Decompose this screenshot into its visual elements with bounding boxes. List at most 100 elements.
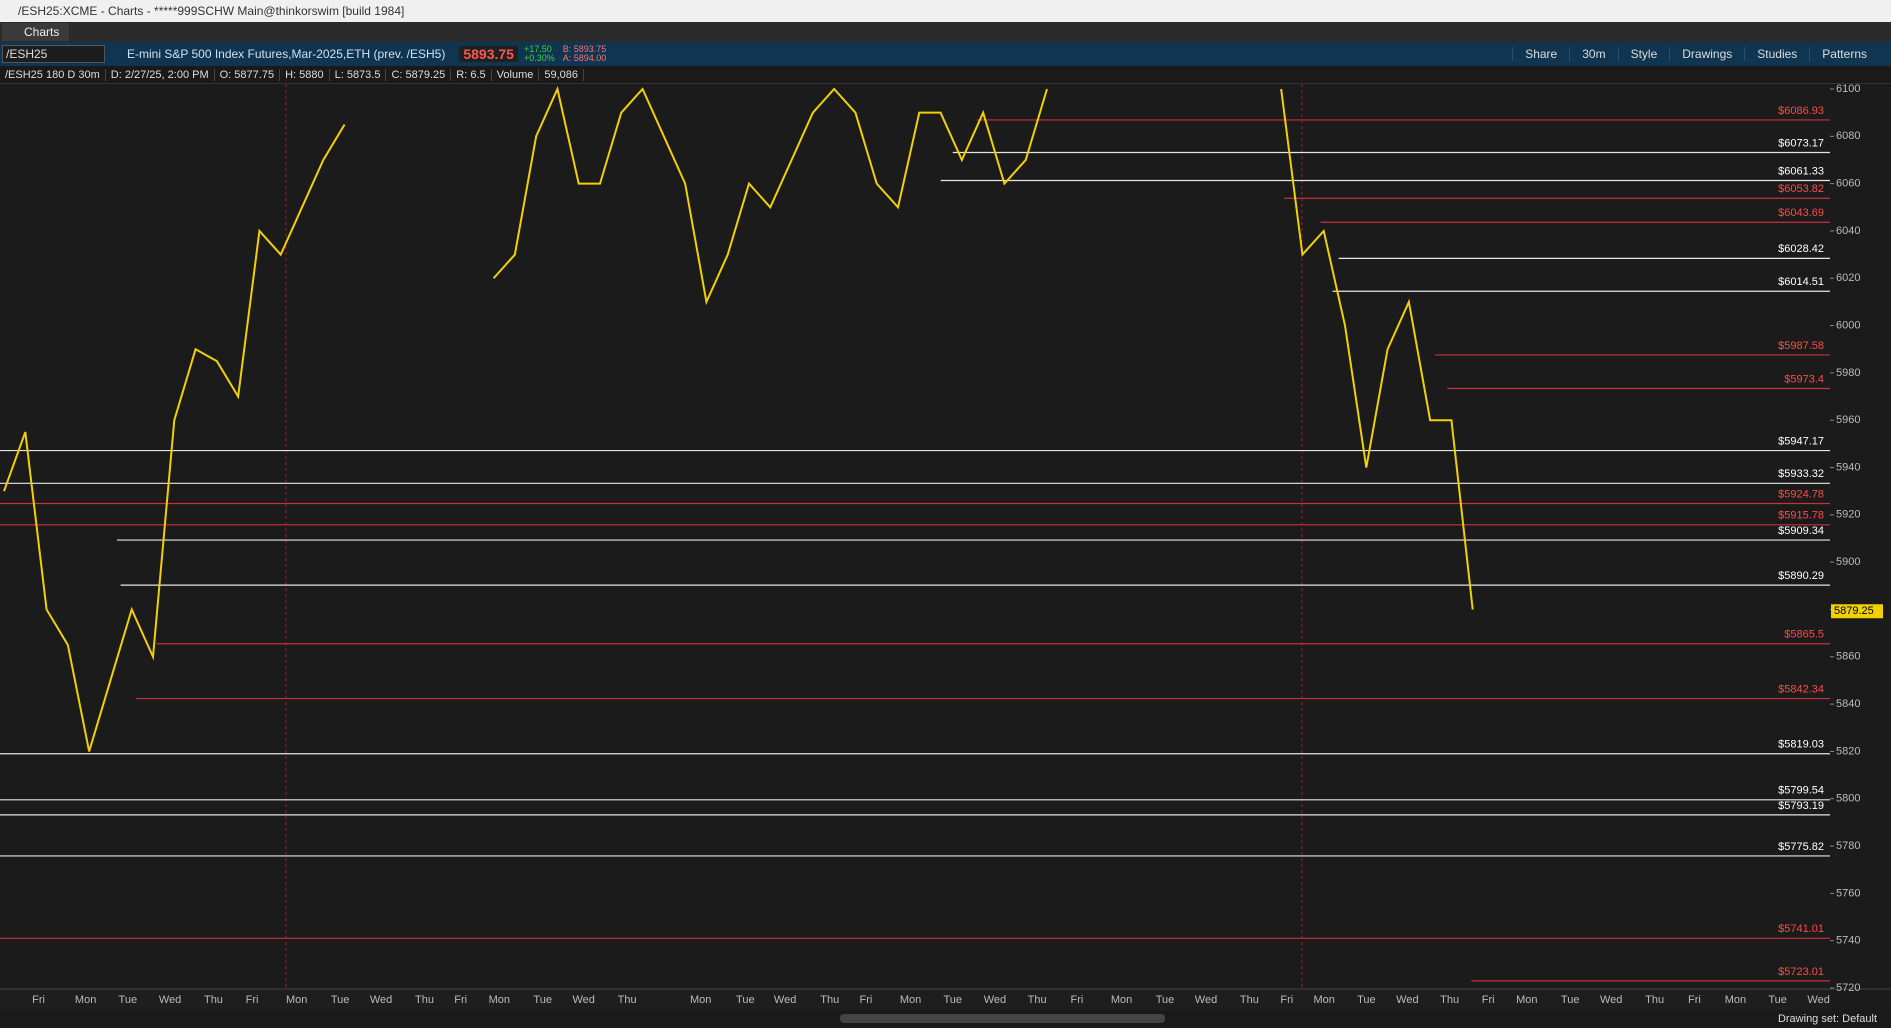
price-level-label: $6028.42 <box>1778 243 1824 255</box>
price-level-label: $5799.54 <box>1778 785 1824 797</box>
y-tick-label: 5920 <box>1836 509 1860 521</box>
y-tick-label: 5740 <box>1836 935 1860 947</box>
x-tick-label: Fri <box>1688 994 1701 1006</box>
y-tick-label: 5800 <box>1836 793 1860 805</box>
toolbar-button[interactable]: Studies <box>1744 47 1809 61</box>
y-tick-label: 5980 <box>1836 367 1860 379</box>
y-tick-label: 6040 <box>1836 225 1860 237</box>
x-tick-label: Wed <box>159 994 181 1006</box>
price-level-label: $6053.82 <box>1778 183 1824 195</box>
x-tick-label: Tue <box>943 994 962 1006</box>
price-line <box>3 123 346 752</box>
y-tick-label: 5860 <box>1836 651 1860 663</box>
price-level-label: $5924.78 <box>1778 488 1824 500</box>
toolbar: /ESH25 E-mini S&P 500 Index Futures,Mar-… <box>0 42 1891 66</box>
x-tick-label: Wed <box>774 994 796 1006</box>
price-level-label: $6073.17 <box>1778 137 1824 149</box>
x-tick-label: Thu <box>415 994 434 1006</box>
last-price: 5893.75 <box>459 46 518 62</box>
price-level-label: $6014.51 <box>1778 276 1824 288</box>
price-level-label: $5741.01 <box>1778 923 1824 935</box>
price-level-label: $5865.5 <box>1784 629 1824 641</box>
price-level-label: $5987.58 <box>1778 340 1824 352</box>
info-field: O: 5877.75 <box>215 68 281 81</box>
x-tick-label: Tue <box>736 994 755 1006</box>
x-tick-label: Tue <box>331 994 350 1006</box>
x-tick-label: Mon <box>690 994 711 1006</box>
toolbar-button[interactable]: Style <box>1617 47 1670 61</box>
toolbar-button[interactable]: 30m <box>1569 47 1617 61</box>
last-price-tag <box>1831 604 1883 619</box>
y-tick-label: 5840 <box>1836 698 1860 710</box>
x-tick-label: Wed <box>1396 994 1418 1006</box>
x-tick-label: Mon <box>900 994 921 1006</box>
x-tick-label: Mon <box>1516 994 1537 1006</box>
toolbar-buttons: Share 30m Style Drawings Studies Patterns <box>1512 47 1879 61</box>
x-tick-label: Mon <box>1111 994 1132 1006</box>
x-tick-label: Mon <box>1725 994 1746 1006</box>
drawing-set: Drawing set: Default <box>1777 1013 1877 1025</box>
price-line <box>1280 88 1474 610</box>
price-level-label: $5973.4 <box>1784 373 1824 385</box>
info-field: L: 5873.5 <box>330 68 387 81</box>
x-tick-label: Fri <box>246 994 259 1006</box>
symbol-box[interactable]: /ESH25 <box>2 45 105 63</box>
info-field: C: 5879.25 <box>386 68 452 81</box>
y-tick-label: 6080 <box>1836 130 1860 142</box>
x-tick-label: Fri <box>1280 994 1293 1006</box>
x-tick-label: Tue <box>1156 994 1175 1006</box>
y-tick-label: 5760 <box>1836 887 1860 899</box>
x-tick-label: Fri <box>454 994 467 1006</box>
info-field: /ESH25 180 D 30m <box>0 68 106 81</box>
price-level-label: $5793.19 <box>1778 800 1824 812</box>
last-price-label: 5879.25 <box>1834 605 1874 617</box>
x-tick-label: Tue <box>533 994 552 1006</box>
info-field: 59,086 <box>539 68 585 81</box>
price-level-label: $5775.82 <box>1778 841 1824 853</box>
price-level-label: $5909.34 <box>1778 525 1824 537</box>
x-tick-label: Fri <box>1071 994 1084 1006</box>
x-tick-label: Thu <box>1645 994 1664 1006</box>
price-level-label: $5933.32 <box>1778 468 1824 480</box>
price-line <box>492 85 1048 306</box>
x-tick-label: Tue <box>1768 994 1787 1006</box>
toolbar-button[interactable]: Share <box>1512 47 1569 61</box>
price-level-label: $5890.29 <box>1778 570 1824 582</box>
y-tick-label: 5720 <box>1836 982 1860 994</box>
scrollbar[interactable] <box>840 1014 1165 1023</box>
x-tick-label: Mon <box>286 994 307 1006</box>
x-tick-label: Wed <box>984 994 1006 1006</box>
info-bar: /ESH25 180 D 30m D: 2/27/25, 2:00 PM O: 58… <box>0 66 1891 84</box>
toolbar-button[interactable]: Patterns <box>1809 47 1879 61</box>
ask: A: 5894.00 <box>562 53 607 63</box>
x-tick-label: Wed <box>370 994 392 1006</box>
x-tick-label: Tue <box>1357 994 1376 1006</box>
x-tick-label: Wed <box>1807 994 1829 1006</box>
x-tick-label: Fri <box>1482 994 1495 1006</box>
change: +17.50 +0.30% <box>524 45 555 63</box>
tab-bar: Charts <box>0 22 1891 42</box>
x-tick-label: Fri <box>32 994 45 1006</box>
tab[interactable]: Charts <box>2 23 70 41</box>
bid-ask: B: 5893.75 A: 5894.00 <box>563 45 607 63</box>
x-tick-label: Tue <box>119 994 138 1006</box>
price-level-label: $5915.78 <box>1778 510 1824 522</box>
x-tick-label: Thu <box>204 994 223 1006</box>
y-tick-label: 6000 <box>1836 319 1860 331</box>
chart: 5720574057605780580058205840586058805900… <box>0 84 1891 1010</box>
x-tick-label: Thu <box>1240 994 1259 1006</box>
price-level-label: $5842.34 <box>1778 683 1824 695</box>
x-tick-label: Tue <box>1561 994 1580 1006</box>
change-value: +17.50 <box>523 44 552 54</box>
y-tick-label: 5940 <box>1836 461 1860 473</box>
description: E-mini S&P 500 Index Futures,Mar-2025,ET… <box>127 47 446 61</box>
x-tick-label: Mon <box>489 994 510 1006</box>
plot-background <box>0 84 1830 989</box>
x-tick-label: Thu <box>820 994 839 1006</box>
price-level-label: $5947.17 <box>1778 435 1824 447</box>
x-tick-label: Fri <box>859 994 872 1006</box>
x-tick-label: Wed <box>1195 994 1217 1006</box>
y-tick-label: 5820 <box>1836 745 1860 757</box>
toolbar-button[interactable]: Drawings <box>1669 47 1744 61</box>
